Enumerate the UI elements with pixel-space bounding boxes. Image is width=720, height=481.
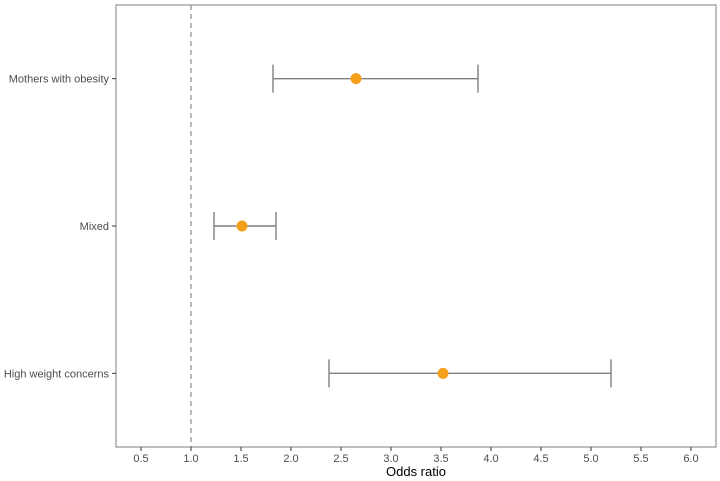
x-axis-title: Odds ratio	[386, 464, 446, 479]
x-tick-label: 1.0	[183, 453, 198, 465]
x-tick-label: 4.5	[533, 453, 548, 465]
y-axis: Mothers with obesity Mixed High weight con…	[4, 74, 116, 380]
plot-panel	[115, 4, 717, 448]
estimate-point	[350, 73, 362, 85]
x-tick-label: 1.5	[233, 453, 248, 465]
point-layer	[236, 73, 449, 379]
estimate-point	[236, 220, 248, 232]
x-tick-label: 5.0	[583, 453, 598, 465]
y-tick-label: Mothers with obesity	[9, 74, 110, 86]
x-axis: 0.5 1.0 1.5 2.0 2.5 3.0 3.5 4.0 4.5 5.0 5.5 6.0	[133, 447, 699, 465]
x-tick-label: 2.0	[283, 453, 298, 465]
x-tick-label: 5.5	[633, 453, 648, 465]
x-tick-label: 3.5	[433, 453, 448, 465]
estimate-point	[437, 367, 449, 379]
x-tick-label: 6.0	[683, 453, 698, 465]
x-tick-label: 4.0	[483, 453, 498, 465]
x-tick-label: 0.5	[133, 453, 148, 465]
x-tick-label: 2.5	[333, 453, 348, 465]
x-tick-label: 3.0	[383, 453, 398, 465]
y-tick-label: High weight concerns	[4, 368, 110, 380]
y-tick-label: Mixed	[80, 221, 109, 233]
